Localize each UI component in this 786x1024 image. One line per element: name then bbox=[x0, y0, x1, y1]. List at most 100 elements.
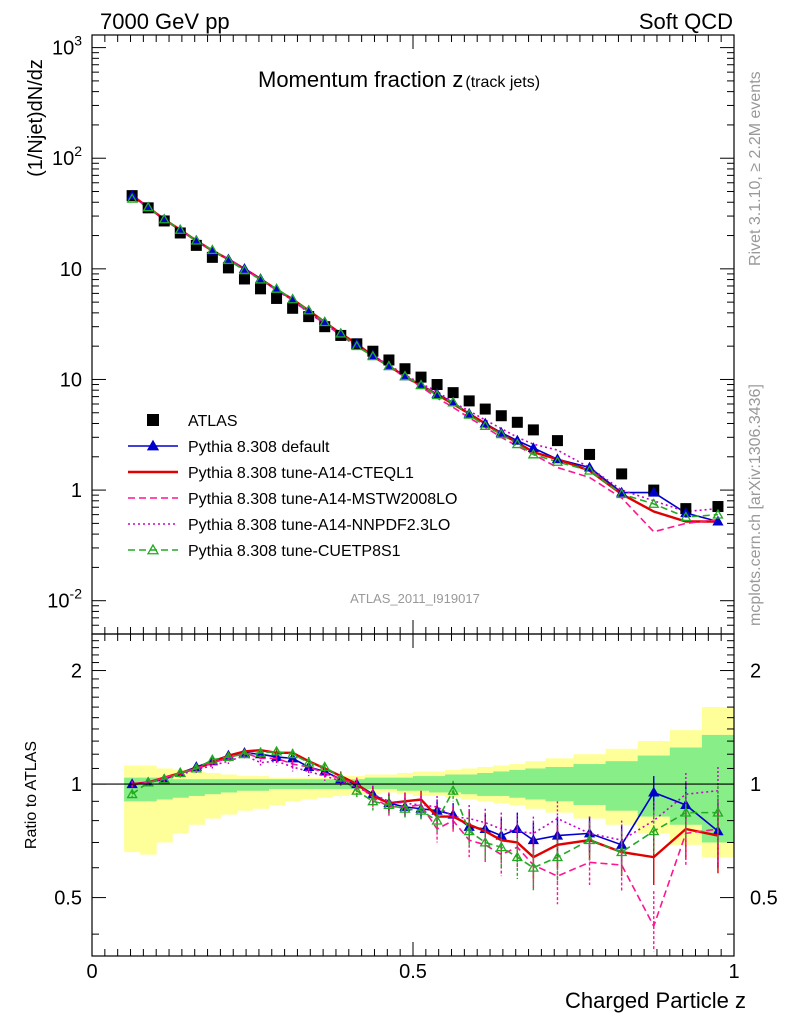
main-series-point bbox=[712, 515, 724, 526]
main-series-point bbox=[415, 379, 427, 390]
ratio-series-point bbox=[367, 795, 379, 806]
analysis-watermark: ATLAS_2011_I919017 bbox=[350, 591, 480, 606]
atlas-data-point bbox=[431, 379, 443, 391]
ratio-series-point bbox=[206, 753, 218, 764]
ratio-series-point bbox=[616, 846, 628, 857]
x-tick-label: 0 bbox=[86, 961, 97, 983]
main-series-point bbox=[551, 456, 564, 466]
ratio-series-point bbox=[447, 784, 459, 795]
ratio-series-point bbox=[431, 814, 443, 825]
main-series-point bbox=[479, 420, 491, 430]
main-panel-marks bbox=[126, 189, 724, 533]
ratio-y-tick-label: 0.5 bbox=[54, 888, 82, 910]
main-series-point bbox=[383, 360, 395, 371]
main-series-point bbox=[447, 396, 459, 407]
atlas-data-point bbox=[383, 354, 395, 366]
atlas-data-point bbox=[287, 302, 299, 314]
ratio-band-green bbox=[364, 777, 382, 790]
main-series-point bbox=[206, 244, 218, 255]
y-tick-label: 103 bbox=[52, 33, 82, 60]
ratio-series-point bbox=[303, 756, 315, 767]
atlas-data-point bbox=[463, 395, 475, 407]
legend-label: Pythia 8.308 default bbox=[188, 439, 330, 456]
ratio-series-point bbox=[222, 751, 235, 761]
atlas-data-point bbox=[447, 387, 459, 399]
ratio-series-point bbox=[495, 841, 507, 852]
ratio-series-point bbox=[551, 851, 564, 862]
legend-marker bbox=[147, 414, 159, 426]
atlas-data-point bbox=[255, 283, 267, 295]
mcplots-info: mcplots.cern.ch [arXiv:1306.3436] bbox=[747, 384, 764, 626]
main-series-point bbox=[680, 511, 692, 522]
ratio-y-tick-label: 2 bbox=[71, 661, 82, 683]
main-series-point bbox=[126, 192, 138, 203]
y-tick-label: 10 bbox=[60, 369, 82, 391]
ratio-series-point bbox=[583, 834, 596, 845]
main-series-point bbox=[158, 213, 170, 224]
atlas-data-point bbox=[190, 239, 202, 251]
ratio-band-green bbox=[413, 776, 430, 791]
x-axis-label: Charged Particle z bbox=[565, 988, 746, 1013]
main-series-point bbox=[238, 264, 251, 275]
ratio-series-line bbox=[132, 748, 719, 859]
legend-marker bbox=[146, 439, 160, 451]
legend-label: ATLAS bbox=[188, 413, 238, 430]
main-series-point bbox=[335, 327, 347, 338]
atlas-data-point bbox=[527, 424, 539, 436]
ratio-y-tick-label-right: 1 bbox=[750, 774, 761, 796]
ratio-band-green bbox=[380, 777, 398, 790]
x-tick-label: 0.5 bbox=[399, 961, 427, 983]
x-tick-label: 1 bbox=[728, 961, 739, 983]
main-series-point bbox=[270, 282, 283, 293]
ratio-series-point bbox=[287, 748, 299, 759]
ratio-series-point bbox=[142, 776, 154, 787]
ratio-series-point bbox=[190, 762, 202, 773]
atlas-data-point bbox=[319, 321, 331, 333]
main-series-point bbox=[648, 498, 660, 508]
main-series-point bbox=[303, 304, 315, 315]
main-series-point bbox=[254, 273, 267, 284]
ratio-series-line bbox=[132, 754, 719, 842]
chart-title: Momentum fraction z (track jets) bbox=[258, 67, 540, 92]
rivet-info: Rivet 3.1.10, ≥ 2.2M events bbox=[747, 71, 764, 266]
process-label: Soft QCD bbox=[639, 9, 733, 34]
ratio-y-tick-label-right: 0.5 bbox=[750, 888, 778, 910]
ratio-series-point bbox=[648, 825, 660, 836]
main-series-point bbox=[351, 340, 363, 351]
y-tick-label: 102 bbox=[52, 143, 82, 170]
ratio-series-point bbox=[712, 806, 724, 817]
ratio-series-point bbox=[463, 825, 475, 836]
atlas-data-point bbox=[222, 262, 234, 274]
axes: 10-2 1 10 10 102 103 0 0.5 1 0.5 0.5 1 1 2 2 bbox=[47, 33, 778, 983]
ratio-series-point bbox=[383, 799, 395, 810]
ratio-band-green bbox=[220, 779, 237, 793]
ratio-series-point bbox=[479, 836, 491, 847]
main-series-point bbox=[712, 508, 724, 519]
y-tick-label: 1 bbox=[71, 480, 82, 502]
atlas-data-point bbox=[712, 501, 724, 513]
ratio-series-point bbox=[126, 788, 138, 799]
ratio-series-line bbox=[132, 752, 719, 929]
ratio-series-point bbox=[351, 784, 363, 795]
atlas-data-point bbox=[495, 410, 507, 422]
ratio-series-point bbox=[648, 786, 660, 797]
main-series-point bbox=[616, 488, 628, 499]
main-series-point bbox=[319, 316, 331, 327]
main-series-point bbox=[511, 438, 523, 449]
legend-marker bbox=[146, 543, 160, 555]
main-series-point bbox=[399, 370, 411, 381]
main-series-point bbox=[463, 408, 475, 419]
atlas-data-point bbox=[551, 435, 563, 447]
ratio-series-point bbox=[319, 761, 331, 771]
y-tick-label: 10-2 bbox=[47, 586, 82, 613]
legend: ATLAS Pythia 8.308 default Pythia 8.308 tu… bbox=[128, 413, 457, 560]
main-series-point bbox=[174, 224, 186, 234]
ratio-series-point bbox=[415, 804, 427, 815]
legend-label: Pythia 8.308 tune-A14-MSTW2008LO bbox=[188, 491, 457, 508]
main-series-point bbox=[495, 428, 507, 439]
atlas-data-point bbox=[479, 403, 491, 415]
main-y-axis-label: (1/Njet)dN/dz bbox=[25, 59, 47, 177]
ratio-band-green bbox=[252, 779, 270, 791]
ratio-series-point bbox=[174, 767, 186, 778]
